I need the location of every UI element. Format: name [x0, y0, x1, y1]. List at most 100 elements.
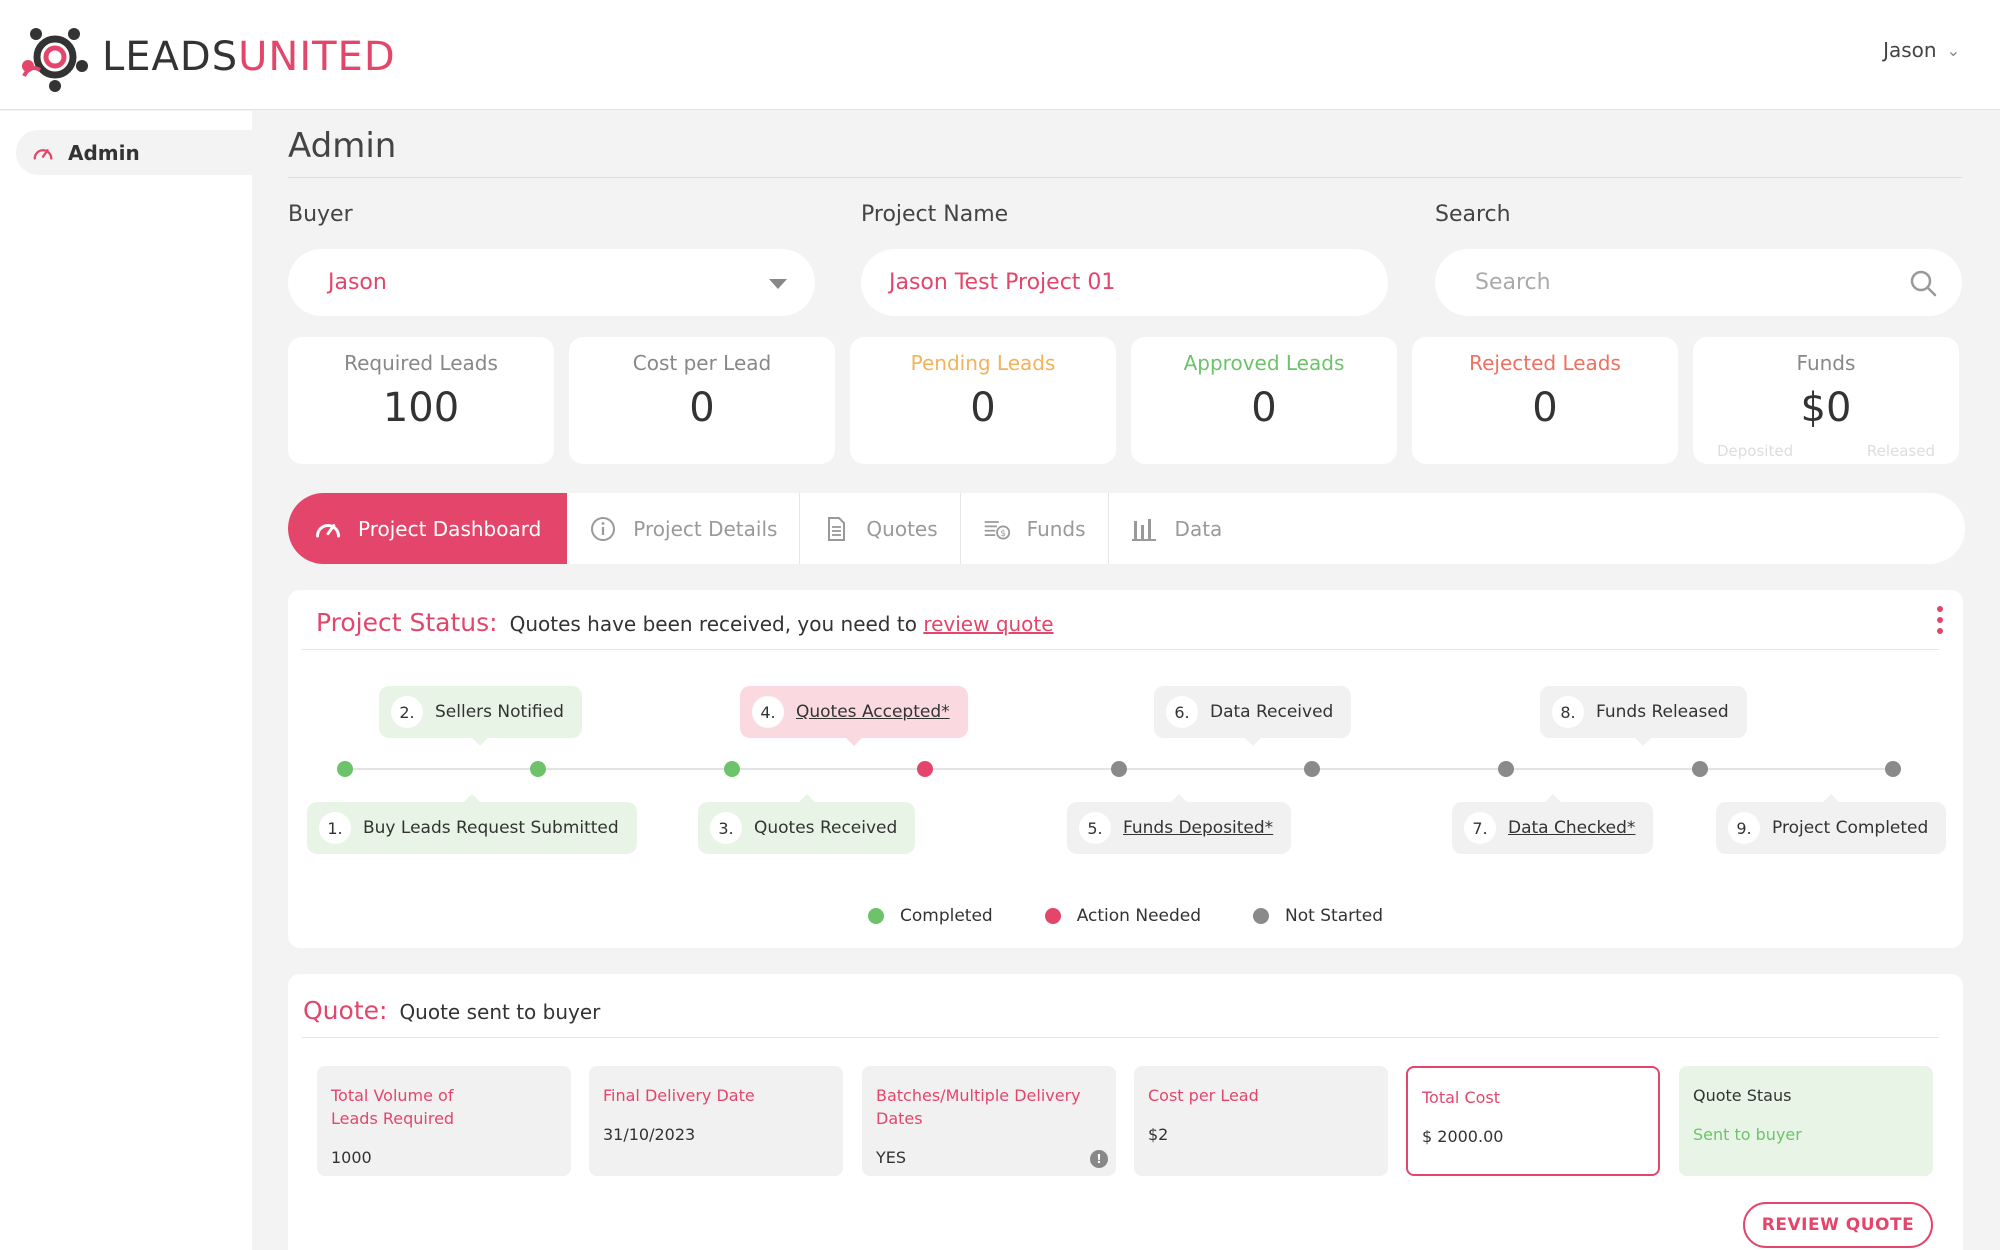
quote-total-volume: Total Volume of Leads Required 1000: [317, 1066, 571, 1176]
quote-message: Quote sent to buyer: [399, 1000, 601, 1024]
tab-project-dashboard[interactable]: Project Dashboard: [288, 493, 568, 564]
sidebar: Admin: [0, 111, 252, 1250]
step-label[interactable]: Funds Deposited*: [1123, 818, 1274, 838]
project-status-card: Project Status: Quotes have been receive…: [288, 590, 1963, 948]
stat-value: 100: [382, 385, 460, 431]
step-number: 3.: [710, 812, 742, 844]
user-name: Jason: [1883, 38, 1937, 62]
quote-field-label: Total Volume of Leads Required: [331, 1086, 455, 1128]
logo-icon: [22, 28, 88, 92]
tab-label: Data: [1174, 516, 1223, 541]
more-options-icon[interactable]: [1937, 606, 1945, 634]
step-label: Funds Released: [1596, 702, 1729, 722]
quote-card: Quote: Quote sent to buyer Total Volume …: [288, 974, 1963, 1250]
step-dot-2: [530, 761, 546, 777]
step-dot-3: [724, 761, 740, 777]
quote-field-value: $2: [1148, 1125, 1169, 1144]
user-menu[interactable]: Jason ⌄: [1883, 38, 1960, 62]
step-6-data-received: 6. Data Received: [1154, 686, 1352, 746]
project-status-title: Project Status:: [316, 608, 498, 637]
step-label: Buy Leads Request Submitted: [363, 818, 619, 838]
stat-value: 0: [1251, 385, 1277, 431]
quote-title: Quote:: [303, 996, 388, 1025]
buyer-select[interactable]: Jason: [288, 249, 815, 316]
legend-swatch: [867, 908, 884, 924]
step-dot-5: [1111, 761, 1127, 777]
brand-logo[interactable]: LEADSUNITED: [18, 20, 396, 94]
funds-breakdown: Deposited Released: [1693, 442, 1959, 460]
step-number: 5.: [1079, 812, 1111, 844]
project-tabs: Project Dashboard Project Details Quotes…: [288, 493, 1965, 564]
document-icon: [828, 516, 846, 541]
project-status-message: Quotes have been received, you need to r…: [510, 612, 1054, 636]
legend-not-started: Not Started: [1253, 906, 1383, 926]
stat-value: 0: [970, 385, 996, 431]
step-label[interactable]: Quotes Accepted*: [796, 702, 950, 722]
chevron-down-icon: ⌄: [1946, 40, 1960, 60]
stat-value: 0: [1532, 385, 1558, 431]
step-label: Project Completed: [1772, 818, 1929, 838]
step-label: Data Received: [1210, 702, 1334, 722]
step-5-funds-deposited[interactable]: 5. Funds Deposited*: [1067, 794, 1292, 854]
tab-project-details[interactable]: Project Details: [567, 493, 801, 564]
tab-label: Quotes: [866, 516, 938, 541]
quote-field-label: Batches/Multiple Delivery Dates: [876, 1086, 1081, 1128]
step-number: 8.: [1552, 696, 1584, 728]
buyer-label: Buyer: [288, 202, 353, 227]
legend-completed: Completed: [867, 906, 993, 926]
quote-field-label: Cost per Lead: [1148, 1086, 1259, 1105]
legend-label: Not Started: [1285, 906, 1384, 926]
step-3-quotes-received: 3. Quotes Received: [698, 794, 916, 854]
buyer-select-value: Jason: [328, 270, 387, 295]
stat-approved-leads: Approved Leads 0: [1131, 337, 1397, 464]
dashboard-gauge-icon: [33, 148, 53, 160]
quote-field-label: Quote Staus: [1693, 1086, 1792, 1105]
tab-data[interactable]: Data: [1109, 493, 1245, 564]
info-icon[interactable]: !: [1090, 1150, 1108, 1168]
money-icon: $: [984, 520, 1010, 539]
step-8-funds-released: 8. Funds Released: [1540, 686, 1747, 746]
stat-pending-leads: Pending Leads 0: [850, 337, 1116, 464]
quote-batches: Batches/Multiple Delivery Dates YES !: [862, 1066, 1116, 1176]
legend-action-needed: Action Needed: [1044, 906, 1202, 926]
step-label[interactable]: Data Checked*: [1508, 818, 1636, 838]
legend-label: Action Needed: [1076, 906, 1202, 926]
search-input[interactable]: [1475, 270, 1875, 295]
quote-field-label: Final Delivery Date: [603, 1086, 755, 1105]
quote-field-label: Total Cost: [1422, 1088, 1501, 1107]
stat-label: Funds: [1796, 351, 1856, 375]
step-4-quotes-accepted[interactable]: 4. Quotes Accepted*: [740, 686, 968, 746]
brand-name: LEADSUNITED: [102, 34, 396, 80]
review-quote-link[interactable]: review quote: [923, 612, 1054, 636]
tab-label: Project Details: [633, 516, 778, 541]
title-divider: [288, 177, 1962, 178]
step-number: 6.: [1166, 696, 1198, 728]
sidebar-item-label: Admin: [68, 140, 140, 165]
search-field[interactable]: [1435, 249, 1962, 316]
funds-released-label: Released: [1866, 442, 1935, 460]
step-label: Sellers Notified: [435, 702, 564, 722]
stat-label: Required Leads: [344, 351, 498, 375]
step-1-buy-leads-request: 1. Buy Leads Request Submitted: [307, 794, 637, 854]
tab-funds[interactable]: $ Funds: [961, 493, 1109, 564]
search-icon[interactable]: [1908, 268, 1938, 298]
step-dot-4: [917, 761, 933, 777]
quote-header: Quote: Quote sent to buyer: [303, 996, 600, 1025]
step-7-data-checked[interactable]: 7. Data Checked*: [1452, 794, 1654, 854]
search-label: Search: [1435, 202, 1511, 227]
quote-field-value: Sent to buyer: [1693, 1125, 1802, 1144]
step-number: 9.: [1728, 812, 1760, 844]
step-number: 4.: [752, 696, 784, 728]
stat-funds: Funds $0 Deposited Released: [1693, 337, 1959, 464]
caret-down-icon: [769, 279, 787, 289]
step-dot-1: [337, 761, 353, 777]
svg-text:$: $: [1000, 529, 1006, 539]
review-quote-button[interactable]: REVIEW QUOTE: [1743, 1202, 1933, 1248]
step-9-project-completed: 9. Project Completed: [1716, 794, 1947, 854]
quote-final-delivery-date: Final Delivery Date 31/10/2023: [589, 1066, 843, 1176]
step-number: 1.: [319, 812, 351, 844]
tab-quotes[interactable]: Quotes: [800, 493, 961, 564]
project-name-field[interactable]: Jason Test Project 01: [861, 249, 1388, 316]
sidebar-item-admin[interactable]: Admin: [16, 130, 252, 175]
project-status-text: Quotes have been received, you need to: [509, 612, 917, 636]
